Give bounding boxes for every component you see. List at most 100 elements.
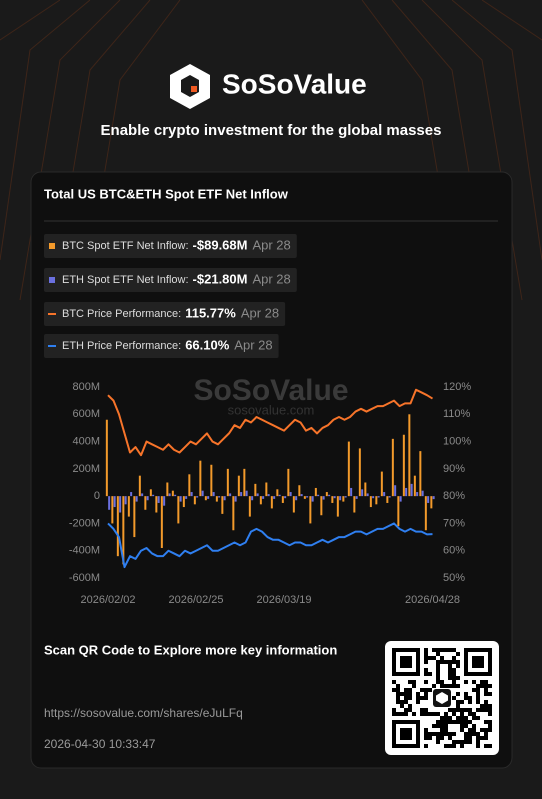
qr-cell [404, 688, 408, 692]
bar [402, 434, 405, 497]
qr-cell [484, 736, 488, 740]
qr-cell [400, 648, 404, 652]
qr-cell [472, 712, 476, 716]
qr-cell [460, 708, 464, 712]
qr-cell [452, 648, 456, 652]
qr-cell [424, 668, 428, 672]
qr-cell [400, 692, 404, 696]
qr-cell [436, 672, 440, 676]
qr-cell [456, 720, 460, 724]
qr-cell [416, 724, 420, 728]
legend-value: 66.10% [185, 337, 230, 352]
qr-cell [408, 672, 412, 676]
bar [276, 489, 279, 497]
bar [311, 496, 314, 502]
qr-cell [416, 732, 420, 736]
legend-value: -$21.80M [193, 271, 248, 286]
qr-pattern [392, 648, 492, 748]
qr-cell [424, 708, 428, 712]
bar [119, 496, 122, 513]
logo-icon [170, 64, 210, 109]
qr-cell [476, 648, 480, 652]
qr-cell [488, 692, 492, 696]
qr-cell [404, 728, 408, 732]
qr-cell [480, 656, 484, 660]
qr-cell [404, 672, 408, 676]
qr-cell [416, 744, 420, 748]
bar [281, 496, 284, 503]
qr-cell [452, 708, 456, 712]
qr-cell [424, 744, 428, 748]
bar [262, 496, 265, 499]
qr-cell [400, 728, 404, 732]
qr-cell [412, 648, 416, 652]
watermark-url: sosovalue.com [228, 402, 315, 417]
qr-cell [472, 680, 476, 684]
qr-cell [396, 648, 400, 652]
qr-cell [464, 696, 468, 700]
qr-cell [468, 732, 472, 736]
legend-label: ETH Price Performance: [62, 340, 181, 352]
bar [226, 468, 229, 497]
bar [339, 496, 342, 501]
qr-cell [472, 648, 476, 652]
qr-cell [484, 688, 488, 692]
tagline: Enable crypto investment for the global … [101, 122, 442, 139]
qr-cell [488, 684, 492, 688]
qr-cell [396, 720, 400, 724]
bar [130, 492, 133, 497]
bar [391, 438, 394, 497]
bar [157, 496, 160, 503]
qr-cell [424, 692, 428, 696]
qr-cell [460, 700, 464, 704]
qr-cta: Scan QR Code to Explore more key informa… [44, 642, 337, 657]
qr-cell [444, 660, 448, 664]
qr-cell [468, 720, 472, 724]
qr-cell [464, 720, 468, 724]
qr-cell [468, 696, 472, 700]
qr-cell [480, 660, 484, 664]
qr-cell [412, 720, 416, 724]
qr-cell [488, 648, 492, 652]
bar [430, 496, 433, 509]
qr-cell [392, 672, 396, 676]
qr-cell [408, 680, 412, 684]
qr-cell [448, 672, 452, 676]
bar [377, 496, 380, 498]
bar [347, 441, 350, 497]
qr-cell [464, 736, 468, 740]
qr-cell [488, 728, 492, 732]
qr-cell [424, 732, 428, 736]
qr-cell [452, 684, 456, 688]
qr-cell [400, 704, 404, 708]
qr-cell [432, 684, 436, 688]
qr-cell [424, 712, 428, 716]
qr-cell [416, 656, 420, 660]
qr-cell [476, 656, 480, 660]
qr-cell [428, 672, 432, 676]
bar [306, 496, 309, 498]
bar [179, 496, 182, 502]
bar [144, 496, 147, 510]
bar [270, 496, 273, 509]
qr-cell [416, 664, 420, 668]
bar [116, 496, 119, 557]
bar [182, 496, 185, 508]
bar [295, 496, 298, 501]
bar [168, 493, 171, 497]
qr-cell [440, 648, 444, 652]
qr-cell [452, 720, 456, 724]
bar [333, 496, 336, 499]
qr-cell [476, 684, 480, 688]
bar [256, 493, 259, 497]
qr-cell [396, 696, 400, 700]
bar [344, 496, 347, 498]
bar [369, 496, 372, 508]
bar [292, 496, 295, 513]
bar [328, 494, 331, 497]
qr-cell [416, 668, 420, 672]
legend-chip [44, 334, 279, 358]
qr-cell [476, 708, 480, 712]
qr-cell [464, 656, 468, 660]
bar [314, 487, 317, 497]
